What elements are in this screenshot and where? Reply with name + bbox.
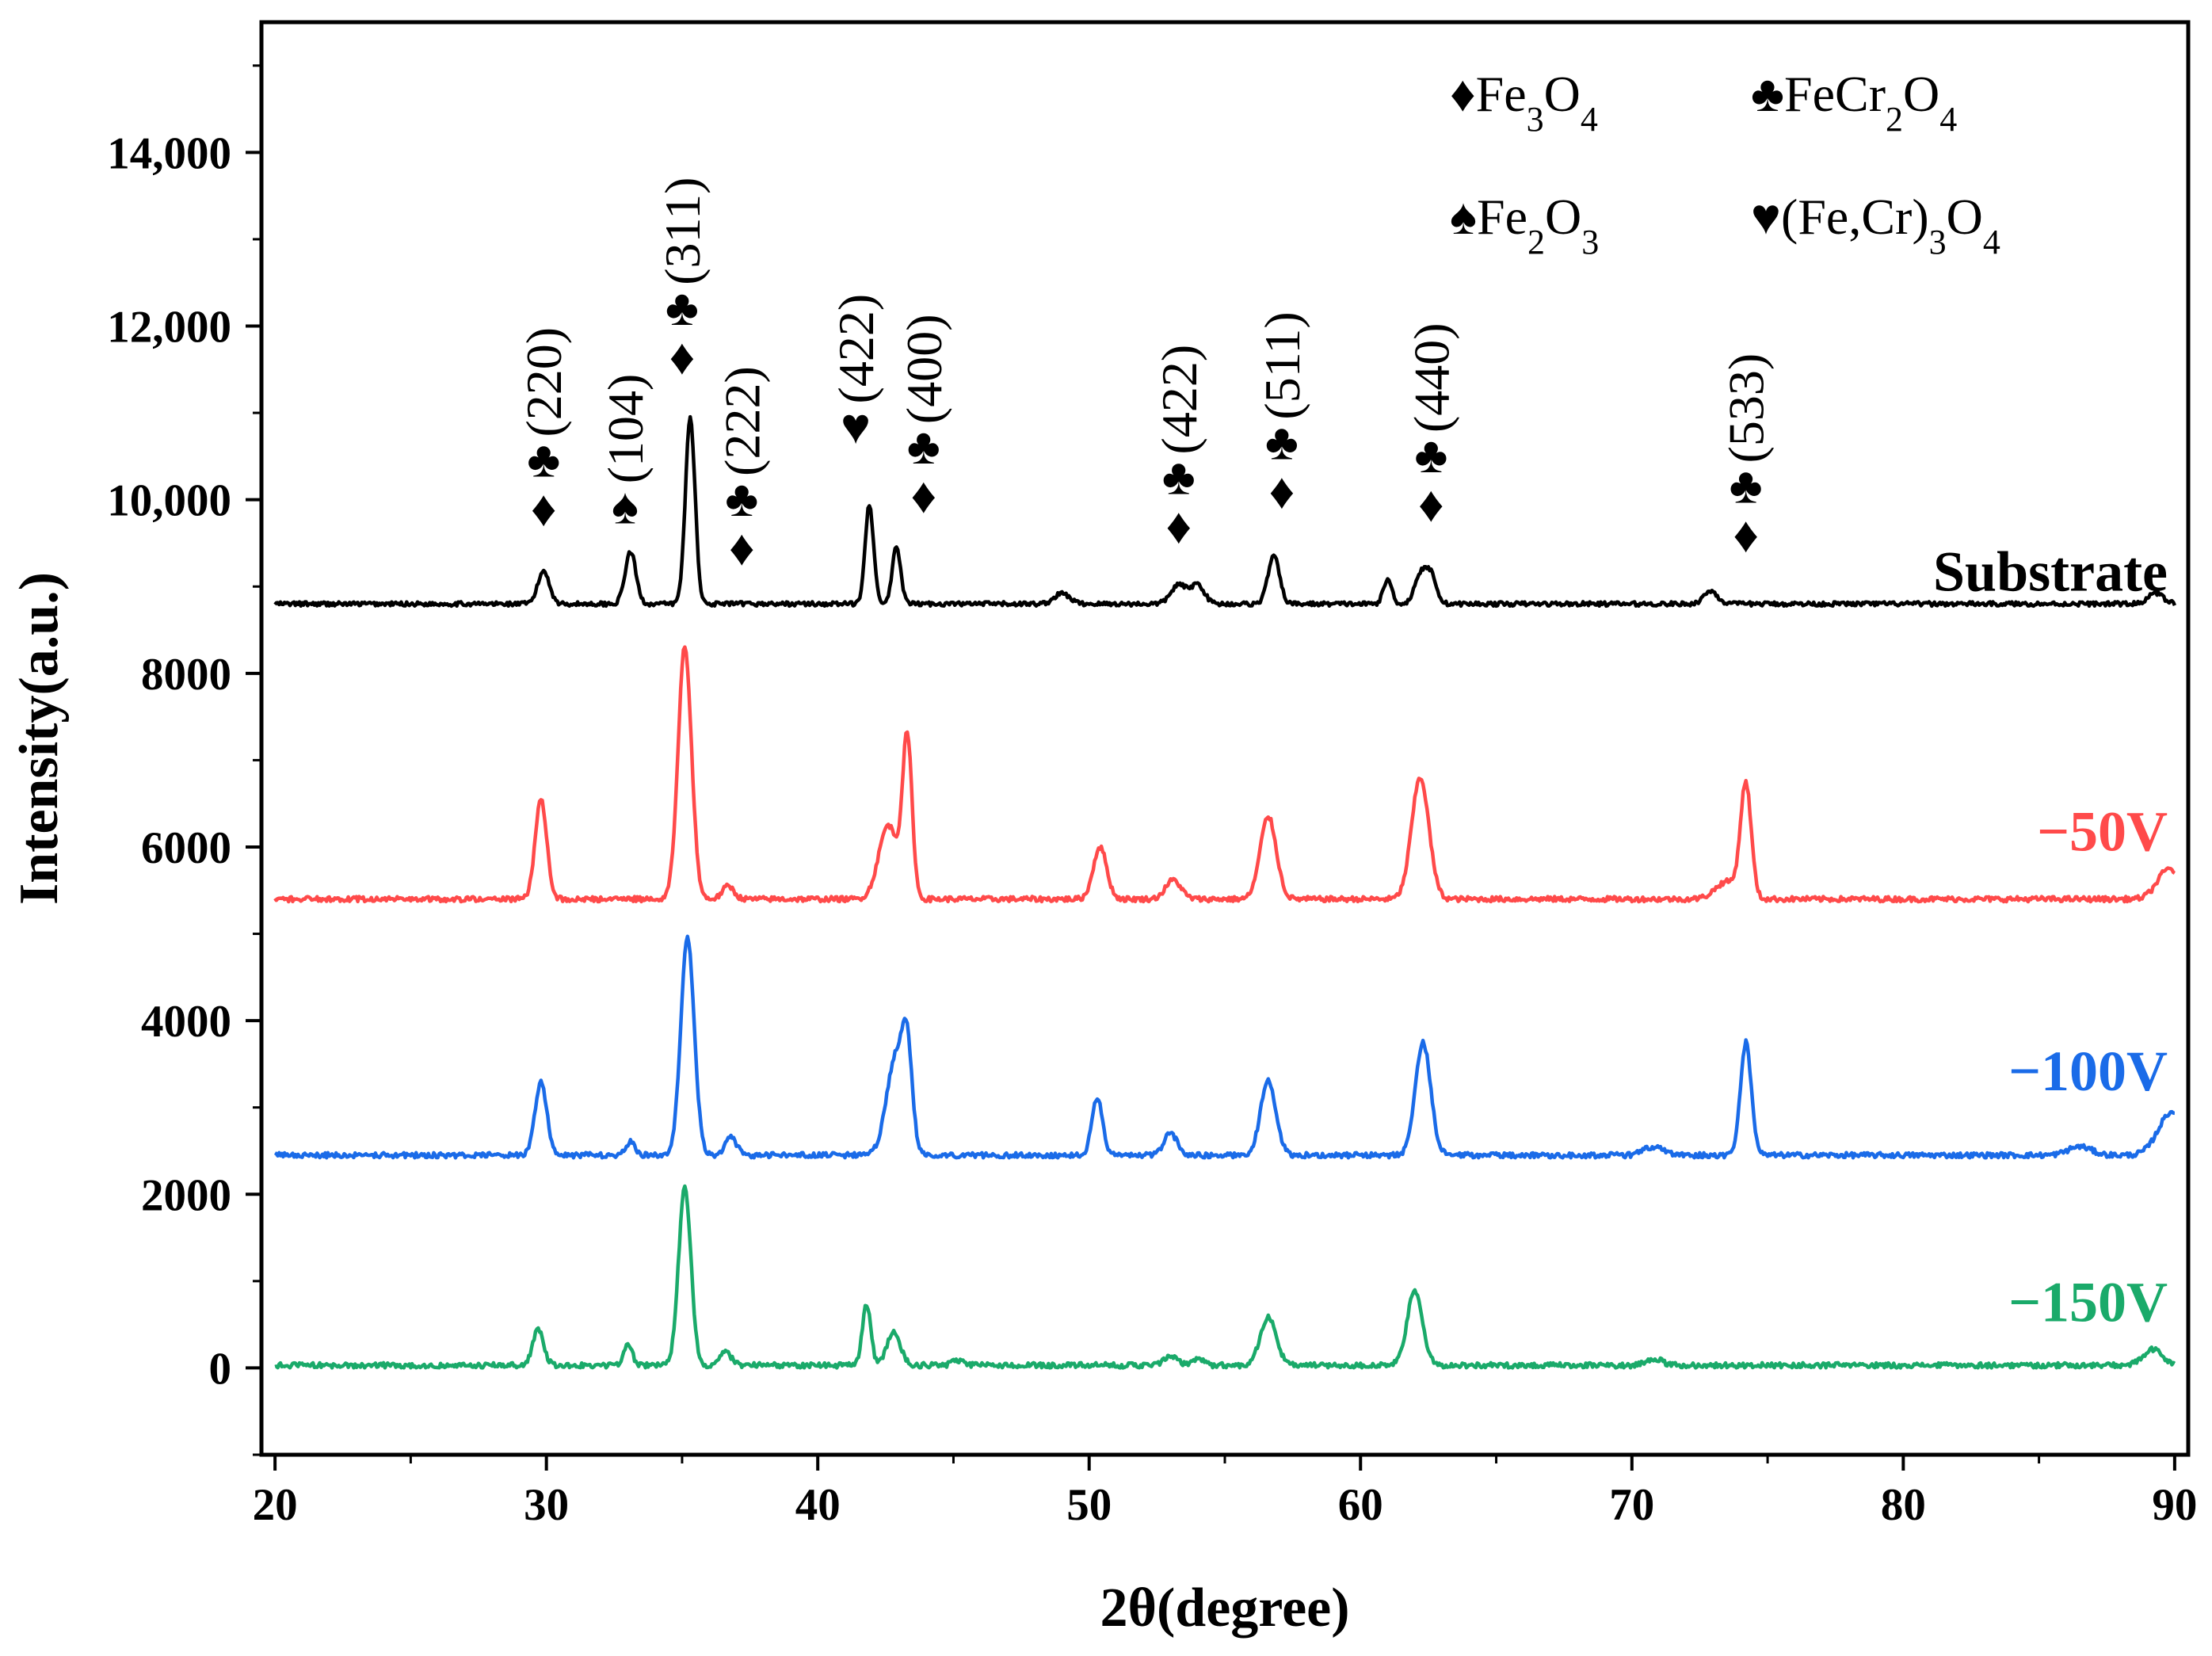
peak-annotation: ♥(422) bbox=[828, 294, 884, 455]
legend: ♦Fe3O4 ♣FeCr2O4♠Fe2O3 ♥(Fe,Cr)3O4 bbox=[1450, 66, 2000, 261]
peak-symbol: ♦ bbox=[729, 520, 755, 576]
legend-entry: ♣FeCr2O4 bbox=[1751, 66, 1957, 139]
x-tick-label: 40 bbox=[795, 1480, 841, 1530]
legend-symbol: ♠ bbox=[1450, 189, 1477, 245]
peak-hkl-label: (422) bbox=[828, 294, 884, 404]
x-axis: 20 30 40 50 60 70 80 90 bbox=[253, 1455, 2197, 1530]
legend-subscript: 3 bbox=[1929, 223, 1947, 261]
series-line-3 bbox=[274, 1184, 2176, 1370]
series-line-0 bbox=[273, 414, 2176, 609]
peak-annotation: ♦♣(533) bbox=[1718, 353, 1775, 563]
y-tick-label: 0 bbox=[209, 1344, 232, 1394]
peak-annotations: ♦♣(220)♠(104)♦♣(311)♦♣(222) ♥(422)♦♣(400)… bbox=[516, 177, 1774, 576]
peak-symbol: ♦ bbox=[669, 329, 696, 385]
legend-subscript: 4 bbox=[1581, 100, 1598, 139]
peak-symbol: ♦ bbox=[531, 481, 557, 537]
legend-text-part: Fe bbox=[1477, 189, 1527, 245]
legend-subscript: 4 bbox=[1939, 100, 1957, 139]
y-axis-title: Intensity(a.u.) bbox=[9, 572, 70, 905]
peak-symbol: ♣ bbox=[907, 418, 940, 475]
peak-annotation: ♦♣(440) bbox=[1403, 322, 1459, 532]
legend-text-part: Fe bbox=[1476, 66, 1527, 122]
legend-entry: ♦Fe3O4 bbox=[1450, 66, 1598, 139]
series-label: −100V bbox=[2008, 1040, 2168, 1103]
y-axis: 0 2000 4000 6000 8000 10,000 12,000 14,000 bbox=[107, 64, 261, 1456]
peak-symbol: ♣ bbox=[1265, 414, 1299, 471]
peak-symbol: ♣ bbox=[725, 471, 758, 527]
series-label: −150V bbox=[2008, 1270, 2168, 1334]
legend-text-part: O bbox=[1545, 189, 1581, 245]
legend-subscript: 2 bbox=[1886, 100, 1903, 139]
peak-annotation: ♦♣(511) bbox=[1254, 311, 1310, 519]
peak-symbol: ♥ bbox=[841, 398, 871, 454]
x-tick-label: 90 bbox=[2152, 1480, 2197, 1530]
series-labels: Substrate −50V −100V −150V bbox=[1933, 540, 2168, 1334]
peak-symbol: ♣ bbox=[1414, 427, 1447, 483]
series-line-2 bbox=[273, 934, 2176, 1160]
legend-entry: ♠Fe2O3 bbox=[1450, 189, 1599, 261]
legend-text-part: O bbox=[1903, 66, 1939, 122]
peak-annotation: ♦♣(220) bbox=[516, 327, 572, 537]
x-tick-label: 60 bbox=[1338, 1480, 1383, 1530]
peak-symbol: ♦ bbox=[1418, 476, 1444, 532]
peak-hkl-label: (400) bbox=[896, 314, 952, 424]
peak-annotation: ♦♣(222) bbox=[714, 366, 770, 576]
legend-symbol: ♦ bbox=[1450, 66, 1476, 122]
peak-annotation: ♦♣(400) bbox=[896, 314, 952, 524]
y-tick-label: 8000 bbox=[141, 650, 231, 700]
peak-symbol: ♠ bbox=[612, 478, 639, 534]
legend-text-part: FeCr bbox=[1784, 66, 1886, 122]
peak-annotation: ♦♣(422) bbox=[1151, 345, 1207, 555]
peak-symbol: ♦ bbox=[1165, 498, 1192, 554]
peak-symbol: ♣ bbox=[1162, 448, 1196, 505]
peak-symbol: ♦ bbox=[1733, 506, 1759, 563]
legend-entry: ♥(Fe,Cr)3O4 bbox=[1751, 189, 2000, 261]
legend-subscript: 3 bbox=[1527, 100, 1544, 139]
series-layer bbox=[273, 414, 2176, 1370]
peak-symbol: ♦ bbox=[910, 467, 936, 524]
legend-subscript: 4 bbox=[1983, 223, 2000, 261]
legend-text-part: O bbox=[1947, 189, 1983, 245]
x-axis-title: 2θ(degree) bbox=[1100, 1578, 1349, 1639]
peak-hkl-label: (222) bbox=[714, 366, 770, 476]
legend-text-part: (Fe,Cr) bbox=[1781, 189, 1929, 245]
y-tick-label: 14,000 bbox=[107, 128, 231, 178]
peak-annotation: ♠(104) bbox=[597, 374, 654, 535]
peak-hkl-label: (311) bbox=[654, 177, 711, 285]
peak-symbol: ♦ bbox=[1269, 464, 1295, 520]
y-tick-label: 6000 bbox=[141, 823, 231, 873]
legend-symbol: ♥ bbox=[1751, 189, 1781, 245]
peak-hkl-label: (440) bbox=[1403, 322, 1459, 433]
peak-hkl-label: (104) bbox=[597, 374, 654, 484]
x-tick-label: 80 bbox=[1881, 1480, 1926, 1530]
peak-symbol: ♣ bbox=[1730, 457, 1763, 513]
y-tick-label: 2000 bbox=[141, 1170, 231, 1220]
legend-symbol: ♣ bbox=[1751, 66, 1784, 122]
legend-subscript: 2 bbox=[1527, 223, 1545, 261]
peak-symbol: ♣ bbox=[666, 280, 699, 336]
legend-text-part: O bbox=[1544, 66, 1581, 122]
series-label: Substrate bbox=[1933, 540, 2168, 604]
y-tick-label: 12,000 bbox=[107, 303, 231, 353]
x-tick-label: 70 bbox=[1609, 1480, 1654, 1530]
peak-annotation: ♦♣(311) bbox=[654, 177, 711, 385]
x-tick-label: 30 bbox=[524, 1480, 569, 1530]
peak-hkl-label: (533) bbox=[1718, 353, 1775, 464]
peak-hkl-label: (220) bbox=[516, 327, 572, 437]
peak-symbol: ♣ bbox=[527, 432, 560, 488]
series-line-1 bbox=[273, 645, 2176, 904]
y-tick-label: 10,000 bbox=[107, 476, 231, 526]
peak-hkl-label: (422) bbox=[1151, 345, 1207, 455]
x-tick-label: 20 bbox=[253, 1480, 298, 1530]
series-label: −50V bbox=[2037, 799, 2168, 863]
x-tick-label: 50 bbox=[1066, 1480, 1112, 1530]
y-tick-label: 4000 bbox=[141, 997, 231, 1047]
peak-hkl-label: (511) bbox=[1254, 311, 1310, 419]
legend-subscript: 3 bbox=[1581, 223, 1599, 261]
